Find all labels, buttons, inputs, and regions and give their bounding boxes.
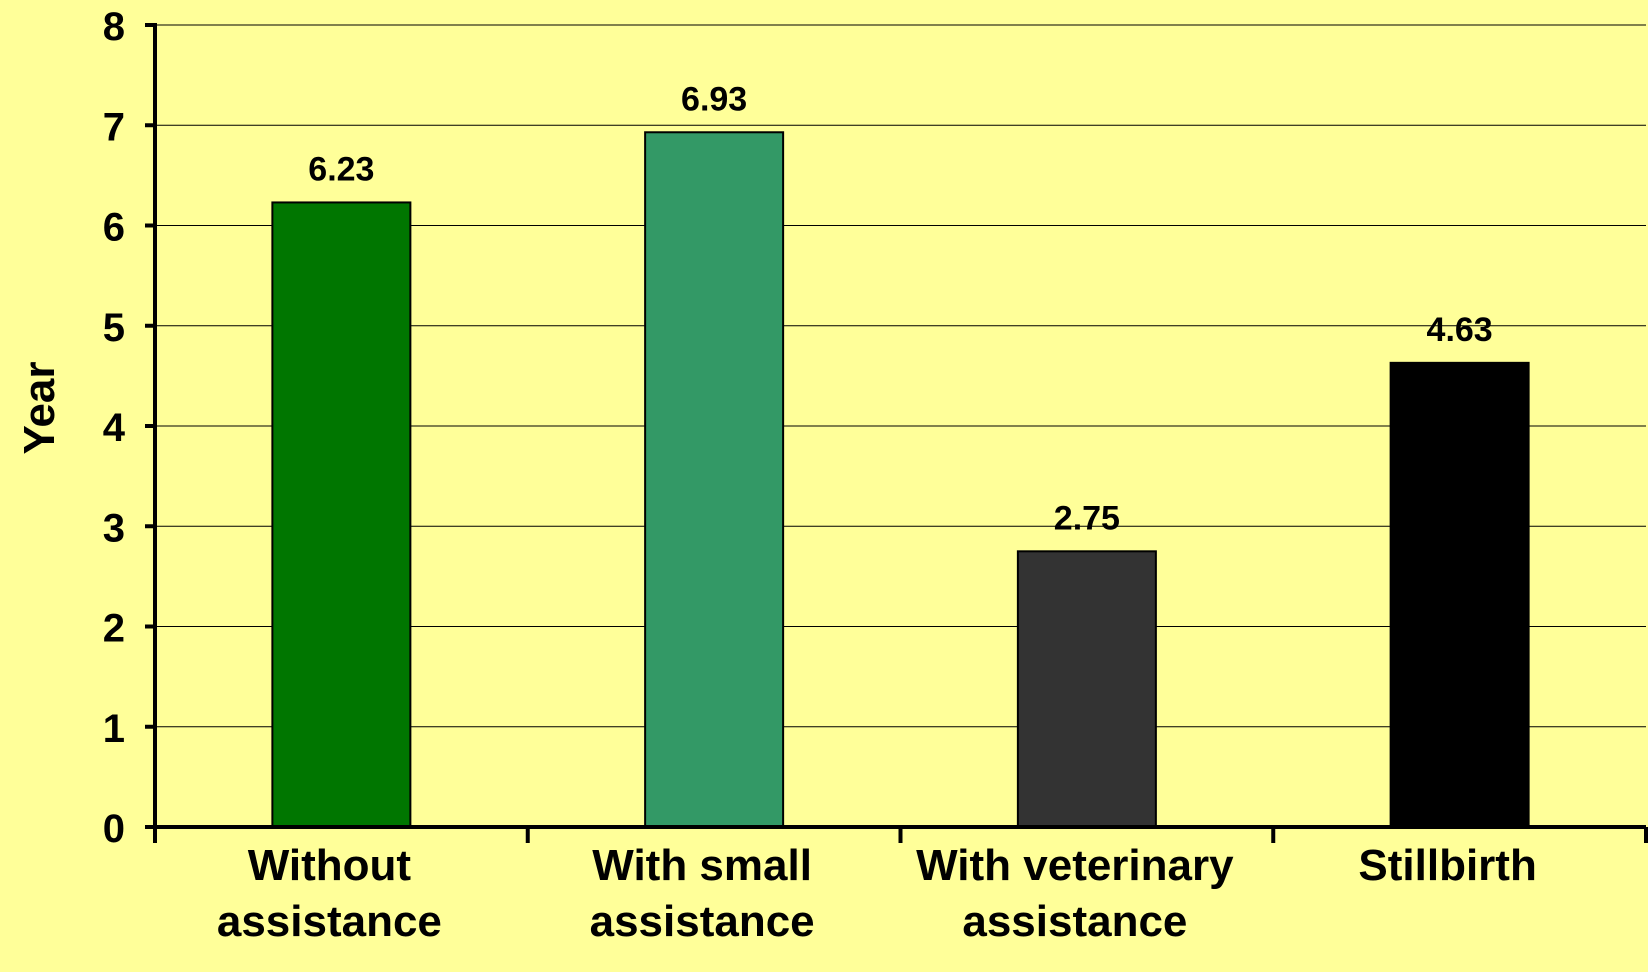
bar	[1389, 361, 1530, 828]
x-tick-label: Stillbirth	[1358, 841, 1536, 890]
x-tick-label-line: assistance	[590, 897, 815, 946]
data-label: 6.23	[308, 150, 374, 188]
x-tick-label-line: With small	[592, 841, 812, 890]
x-tick-label-line: assistance	[217, 897, 442, 946]
x-tick-label: Without assistance	[217, 841, 442, 946]
data-label: 4.63	[1427, 311, 1493, 349]
y-tick-label: 7	[103, 105, 125, 149]
bar	[271, 201, 412, 828]
x-tick-label-line: With veterinary	[916, 841, 1234, 890]
bars	[271, 131, 1530, 828]
x-tick-label: With small assistance	[590, 841, 815, 946]
labels: 0 1 2 3 4 5 6 7 8 6.23 Without assistance 6.93 With s…	[103, 5, 1537, 946]
bar	[1016, 550, 1157, 828]
y-axis-title: Year	[15, 362, 64, 455]
y-tick-label: 5	[103, 306, 125, 350]
y-tick-label: 3	[103, 506, 125, 550]
x-tick-label: With veterinary assistance	[916, 841, 1234, 946]
axes	[145, 23, 1648, 843]
y-tick-label: 8	[103, 5, 125, 49]
x-tick-label-line: Stillbirth	[1358, 841, 1536, 890]
bar	[644, 131, 785, 828]
x-tick-label-line: Without	[248, 841, 412, 890]
y-tick-label: 6	[103, 206, 125, 250]
y-tick-label: 1	[103, 707, 125, 751]
y-tick-label: 0	[103, 807, 125, 851]
data-label: 2.75	[1054, 499, 1120, 537]
data-label: 6.93	[681, 80, 747, 118]
x-tick-label-line: assistance	[962, 897, 1187, 946]
y-tick-label: 2	[103, 607, 125, 651]
y-tick-label: 4	[103, 406, 126, 450]
